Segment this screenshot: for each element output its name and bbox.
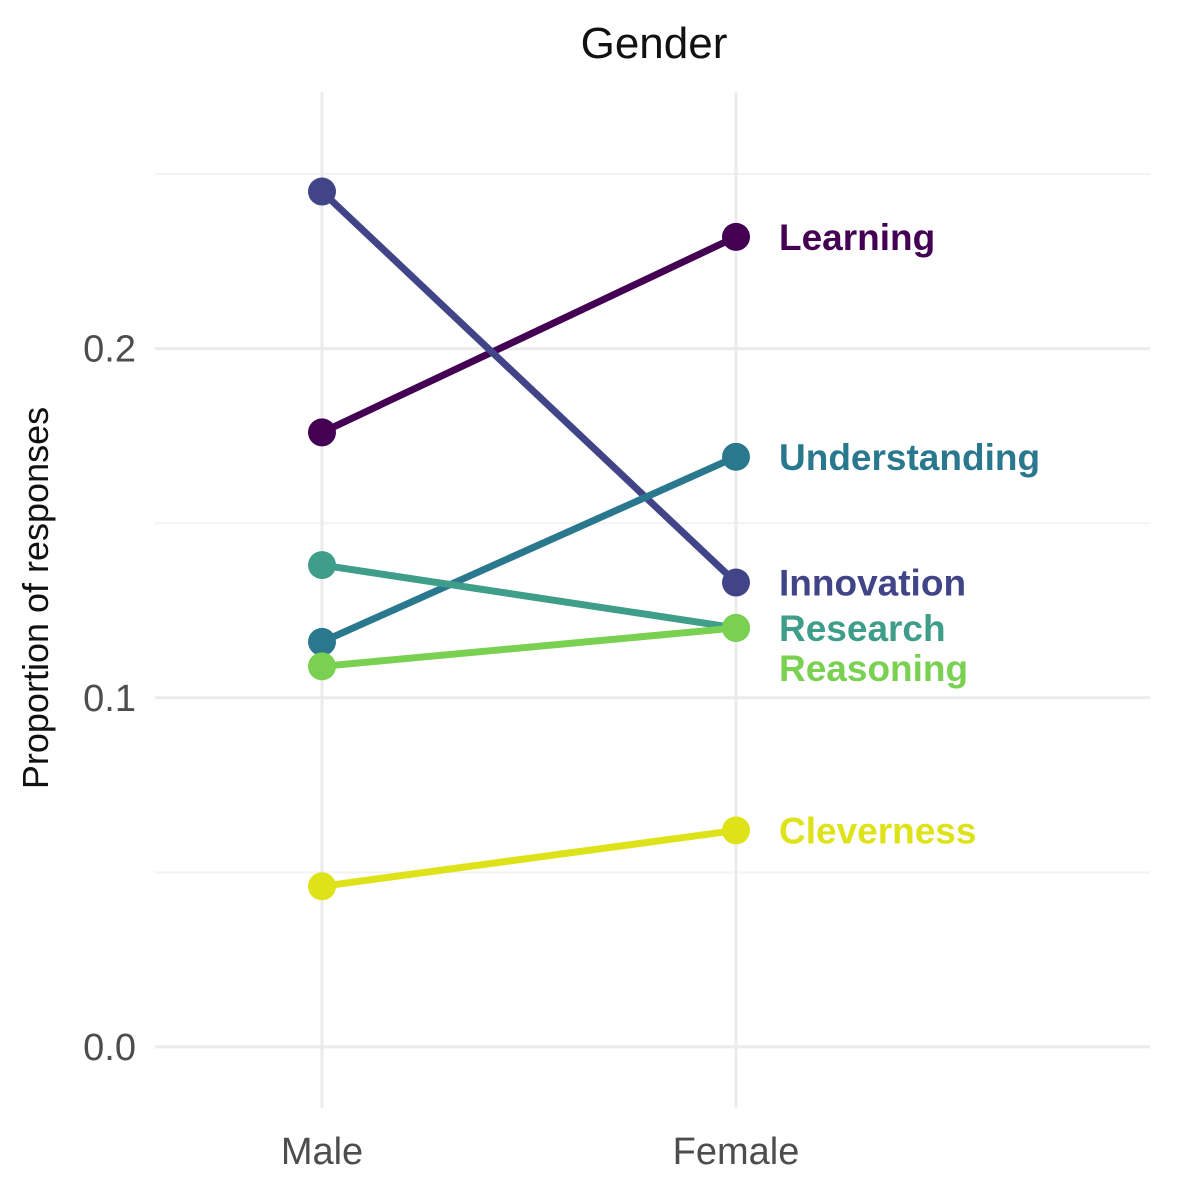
x-tick-label: Male xyxy=(281,1131,363,1173)
grid-layer: 0.0 0.1 0.2 Male Female xyxy=(83,92,1150,1173)
series-label-understanding: Understanding xyxy=(779,437,1040,478)
series-label-innovation: Innovation xyxy=(779,563,966,604)
series-line-learning xyxy=(318,233,740,436)
series-label-cleverness: Cleverness xyxy=(779,810,976,851)
point-cleverness-male xyxy=(308,872,336,901)
y-tick-label: 0.0 xyxy=(83,1027,136,1069)
series-label-research: Research xyxy=(779,608,946,649)
chart-title: Gender xyxy=(581,19,728,68)
y-tick-label: 0.1 xyxy=(83,678,136,720)
point-research-male xyxy=(308,551,336,580)
point-innovation-female xyxy=(722,568,750,597)
point-cleverness-female xyxy=(722,816,750,845)
y-tick-label: 0.2 xyxy=(83,329,136,371)
series-label-reasoning: Reasoning xyxy=(779,648,968,689)
point-understanding-female xyxy=(722,442,750,471)
series-label-learning: Learning xyxy=(779,217,935,258)
series-line-reasoning xyxy=(318,624,740,670)
x-tick-label: Female xyxy=(673,1131,800,1173)
point-reasoning-male xyxy=(308,652,336,681)
y-axis-label: Proportion of responses xyxy=(15,407,56,789)
point-innovation-male xyxy=(308,177,336,206)
series-line-cleverness xyxy=(318,826,740,890)
label-layer: Learning Understanding InnovationResearchR… xyxy=(779,217,1040,852)
axis-layer: Gender Proportion of responses xyxy=(15,19,727,789)
point-learning-male xyxy=(308,418,336,447)
series-line-innovation xyxy=(318,188,740,587)
point-reasoning-female xyxy=(722,613,750,642)
point-understanding-male xyxy=(308,627,336,656)
series-line-research xyxy=(318,561,740,632)
series-layer xyxy=(308,177,750,901)
point-learning-female xyxy=(722,222,750,251)
series-line-understanding xyxy=(318,453,740,646)
